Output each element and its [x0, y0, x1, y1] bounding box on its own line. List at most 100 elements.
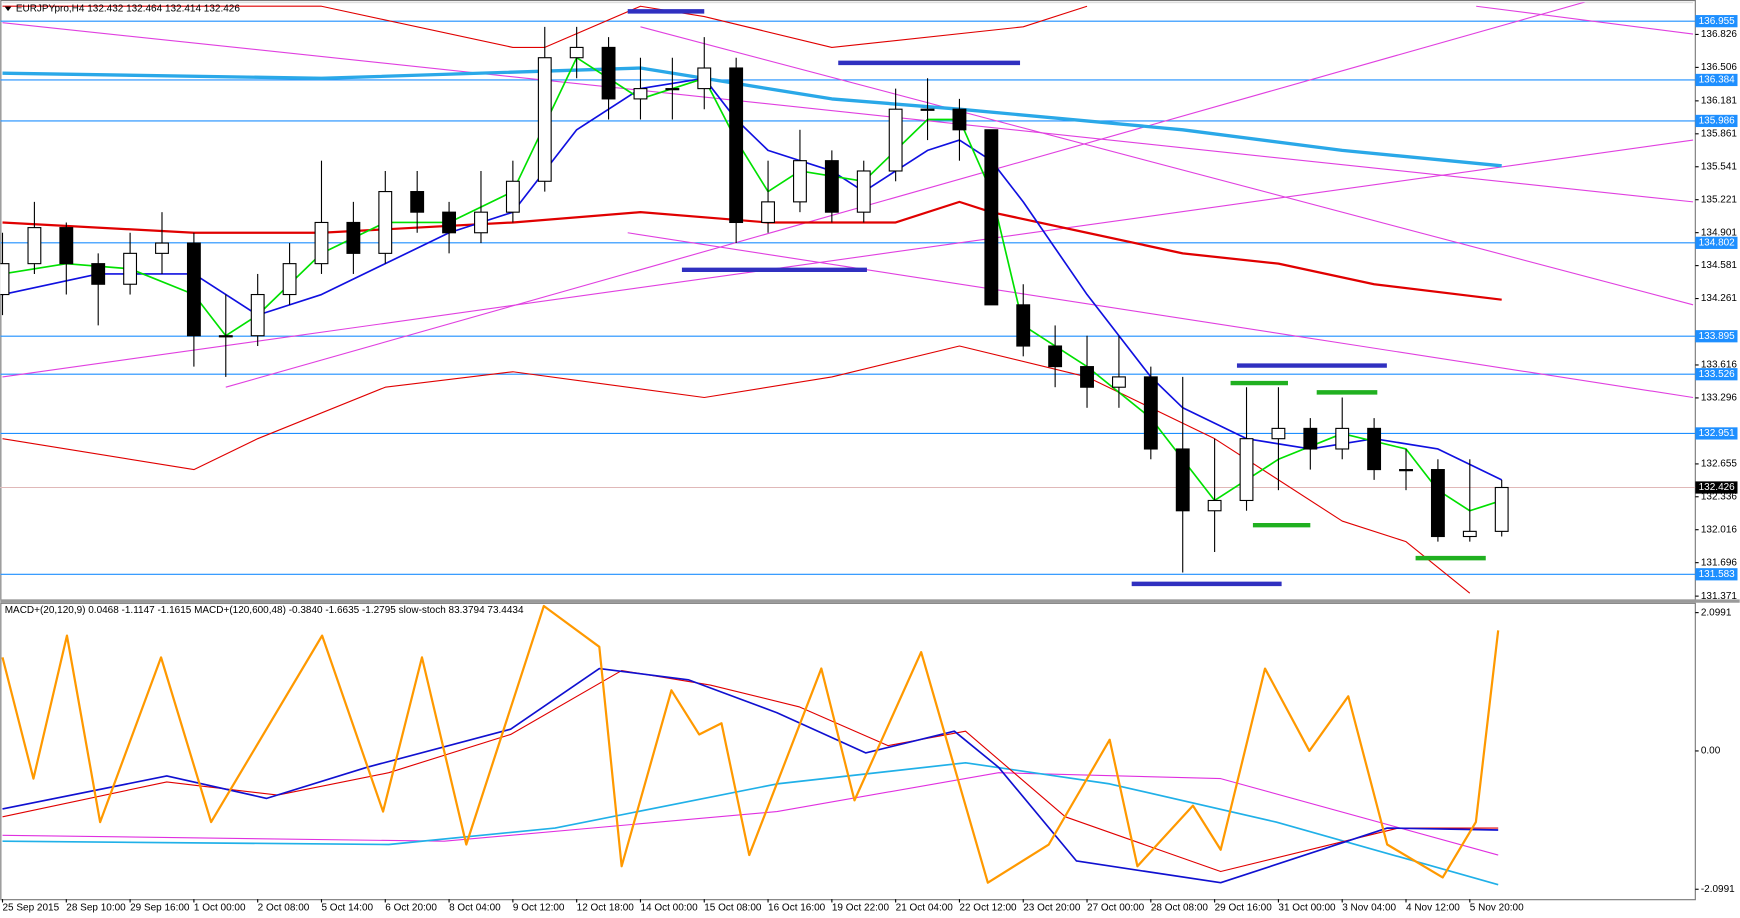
y-tick-label: 134.581	[1701, 260, 1738, 271]
candle-body	[1494, 486, 1509, 532]
candle-body	[665, 88, 680, 91]
candle-body	[91, 263, 106, 285]
x-tick-label: 31 Oct 00:00	[1278, 903, 1336, 914]
candle-body	[1462, 530, 1477, 538]
y-tick-label: 134.261	[1701, 293, 1738, 304]
candle-body	[378, 191, 393, 254]
sub-plot	[1, 604, 1500, 886]
candle-body	[1048, 345, 1063, 368]
candle-body	[186, 242, 201, 337]
level-label: 133.526	[1699, 369, 1736, 380]
current-price-label: 132.426	[1699, 482, 1736, 493]
candle-body	[601, 46, 616, 100]
candle-body	[410, 191, 425, 213]
candle-body	[282, 263, 297, 296]
y-tick-label: -2.0991	[1701, 884, 1735, 895]
x-tick-label: 29 Sep 16:00	[130, 903, 190, 914]
x-tick-label: 28 Sep 10:00	[66, 903, 126, 914]
candle-body	[537, 57, 552, 182]
x-tick-label: 19 Oct 22:00	[832, 903, 890, 914]
level-label: 131.583	[1699, 569, 1736, 580]
candle-body	[633, 88, 648, 100]
indicator-line	[1476, 5, 1694, 35]
candle-body	[1080, 366, 1094, 388]
candle-body	[697, 67, 712, 90]
level-label-box	[1695, 114, 1738, 128]
candle-body	[888, 108, 903, 172]
candle-body	[1143, 376, 1158, 450]
x-tick-label: 21 Oct 04:00	[896, 903, 954, 914]
candle-body	[984, 129, 999, 306]
candle-body	[824, 160, 839, 213]
level-label: 135.986	[1699, 116, 1736, 127]
candle-body	[442, 211, 457, 234]
candle-body	[569, 46, 584, 59]
candle-body	[474, 211, 488, 234]
level-label: 132.951	[1699, 428, 1736, 439]
x-tick-label: 16 Oct 16:00	[768, 903, 826, 914]
candle-body	[505, 180, 520, 213]
candle-body	[314, 221, 329, 265]
x-tick-label: 3 Nov 04:00	[1342, 903, 1396, 914]
x-tick-label: 12 Oct 18:00	[577, 903, 635, 914]
candle-body	[952, 108, 967, 131]
x-tick-label: 8 Oct 04:00	[449, 903, 501, 914]
candle-body	[27, 227, 42, 265]
indicator-line	[640, 26, 1694, 306]
level-label: 134.802	[1699, 237, 1736, 248]
y-tick-label: 134.901	[1701, 227, 1738, 238]
candle-body	[1399, 469, 1413, 472]
level-label-box	[1695, 15, 1738, 28]
level-label-box	[1695, 368, 1738, 381]
candle-body	[1111, 376, 1126, 388]
candle-body	[1367, 427, 1382, 471]
y-tick-label: 136.506	[1701, 62, 1738, 73]
y-tick-label: 131.696	[1701, 557, 1738, 568]
candle-body	[0, 263, 10, 296]
sub-panel	[0, 602, 1696, 901]
x-tick-label: 1 Oct 00:00	[194, 903, 246, 914]
candle-body	[1430, 469, 1445, 538]
indicator-line	[1, 604, 1500, 884]
candle-body	[1239, 438, 1254, 502]
x-tick-label: 14 Oct 00:00	[640, 903, 698, 914]
candle-body	[729, 67, 744, 224]
candle-body	[346, 221, 361, 254]
indicator-line	[2, 761, 1499, 886]
candle-body	[123, 252, 138, 285]
candle-body	[1271, 427, 1286, 440]
candle-body	[155, 242, 169, 254]
x-tick-label: 27 Oct 00:00	[1087, 903, 1145, 914]
indicator-line	[2, 139, 1694, 378]
candle-body	[1207, 499, 1222, 512]
candle-body	[1335, 427, 1350, 450]
y-tick-label: 133.616	[1701, 360, 1738, 371]
x-tick-label: 29 Oct 16:00	[1215, 903, 1273, 914]
candle-body	[1303, 427, 1318, 450]
y-tick-label: 132.655	[1701, 459, 1738, 470]
candle-body	[1175, 448, 1190, 512]
indicator-line	[627, 232, 1694, 399]
candle-body	[920, 108, 935, 111]
current-price-box	[1695, 481, 1738, 494]
x-tick-label: 5 Oct 14:00	[321, 903, 373, 914]
candle-body	[250, 293, 265, 337]
sub-title: MACD+(20,120,9) 0.0468 -1.1147 -1.1615 M…	[5, 605, 524, 616]
y-tick-label: 136.181	[1701, 96, 1738, 107]
axes: 136.826 136.506 136.181 135.861 135.541 135.2…	[1, 15, 1738, 914]
x-tick-label: 5 Nov 20:00	[1470, 903, 1524, 914]
level-label-box	[1695, 236, 1738, 249]
level-label: 136.384	[1699, 75, 1736, 86]
indicator-line	[2, 22, 1694, 203]
indicator-line	[2, 345, 1471, 594]
indicator-line	[2, 772, 1499, 856]
x-tick-label: 4 Nov 12:00	[1406, 903, 1460, 914]
y-tick-label: 133.296	[1701, 393, 1738, 404]
indicator-line	[2, 667, 1499, 884]
candle-body	[1016, 304, 1031, 347]
x-tick-label: 23 Oct 20:00	[1023, 903, 1081, 914]
y-tick-label: 136.826	[1701, 29, 1738, 40]
indicator-line	[2, 669, 1499, 873]
x-tick-label: 6 Oct 20:00	[385, 903, 437, 914]
level-label-box	[1695, 330, 1738, 343]
